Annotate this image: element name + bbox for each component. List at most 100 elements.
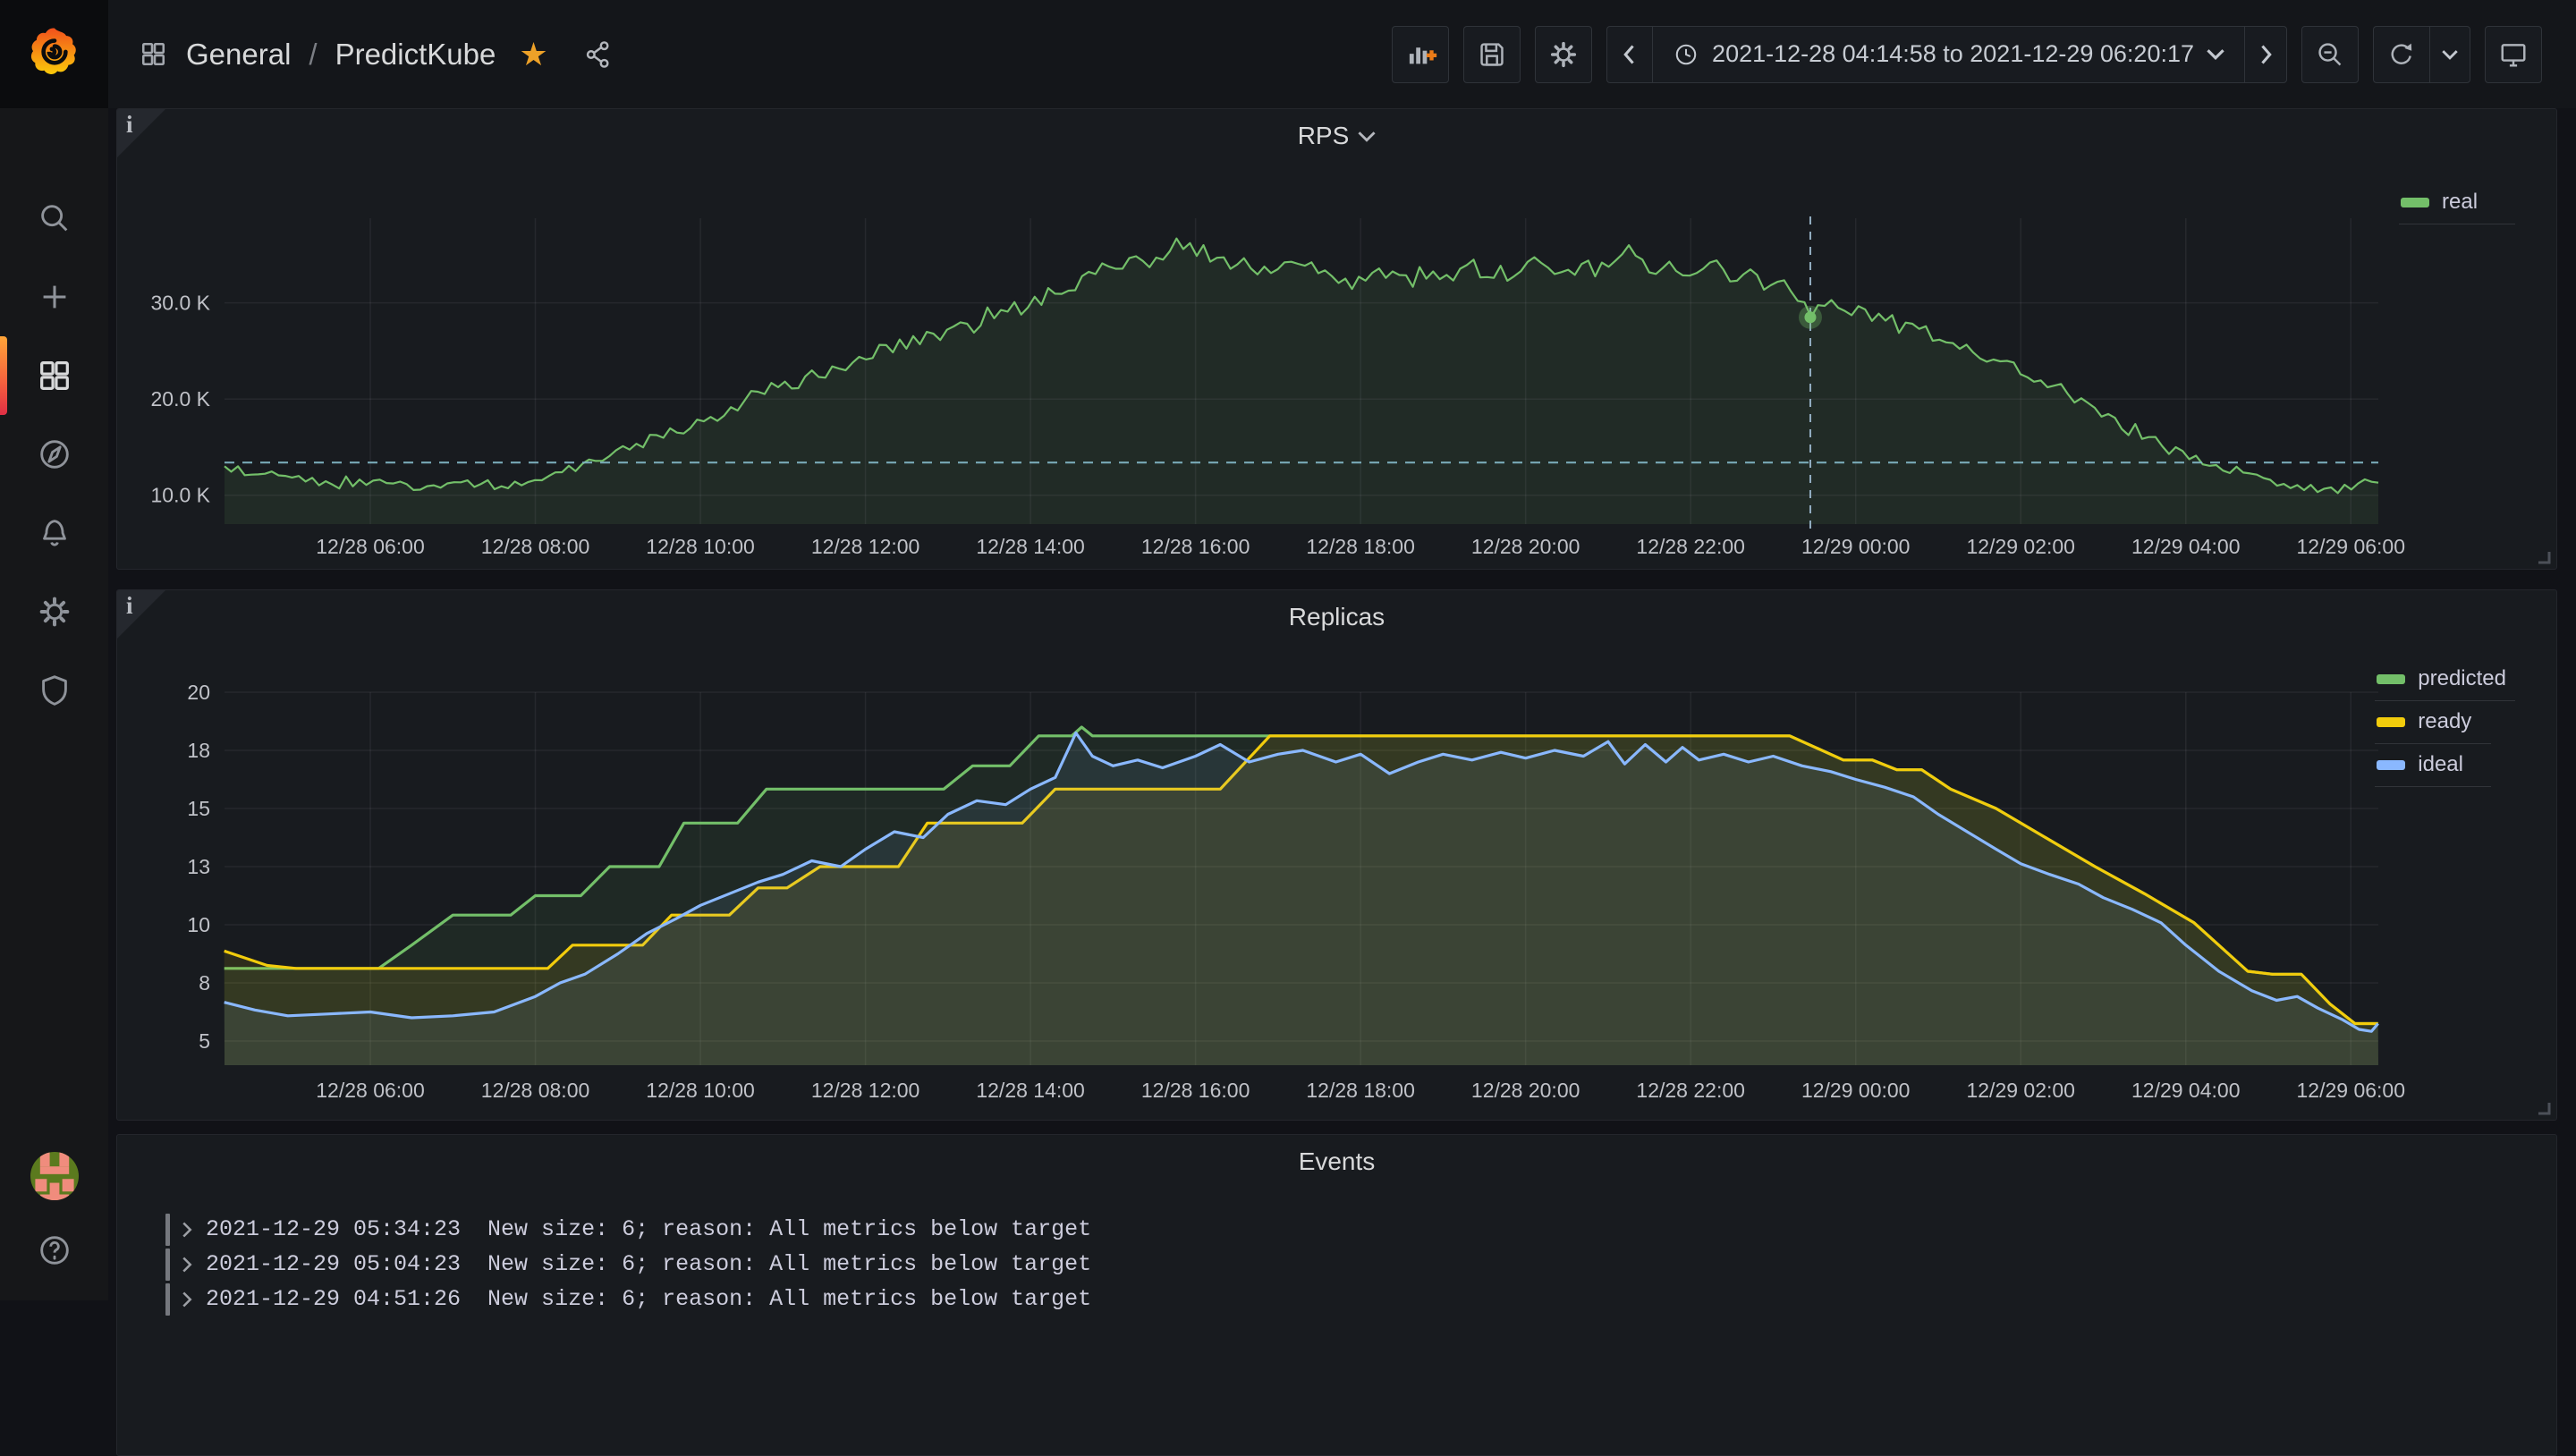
- sidebar-item-search[interactable]: [0, 199, 108, 238]
- legend-item-ideal[interactable]: ideal: [2375, 750, 2491, 787]
- legend-swatch: [2401, 198, 2429, 207]
- event-text: 2021-12-29 05:34:23 New size: 6; reason:…: [206, 1216, 1091, 1242]
- sidebar-item-create[interactable]: [0, 277, 108, 317]
- breadcrumb-separator: /: [309, 38, 317, 72]
- x-tick-label: 12/28 08:00: [481, 535, 590, 558]
- event-row[interactable]: 2021-12-29 04:51:26 New size: 6; reason:…: [165, 1282, 2529, 1316]
- y-tick-label: 10: [187, 913, 210, 936]
- panel-title-text: Events: [1299, 1147, 1376, 1176]
- legend-item-ready[interactable]: ready: [2375, 707, 2491, 744]
- expand-chevron-icon[interactable]: [181, 1221, 193, 1239]
- crosshair-point: [1804, 311, 1816, 323]
- save-icon: [1476, 38, 1508, 71]
- x-tick-label: 12/28 06:00: [316, 1079, 425, 1102]
- y-tick-label: 18: [187, 739, 210, 762]
- rps-legend: real: [2399, 188, 2515, 231]
- x-tick-label: 12/29 02:00: [1966, 1079, 2075, 1102]
- grafana-logo[interactable]: [0, 0, 108, 108]
- x-tick-label: 12/28 22:00: [1636, 535, 1745, 558]
- breadcrumb-section[interactable]: General: [186, 38, 291, 72]
- event-row-bar: [165, 1214, 170, 1246]
- sidebar-bottom: [0, 1152, 108, 1300]
- event-row[interactable]: 2021-12-29 05:34:23 New size: 6; reason:…: [165, 1212, 2529, 1247]
- dashboard-grid-icon: [139, 39, 168, 69]
- x-tick-label: 12/29 00:00: [1801, 1079, 1911, 1102]
- dashboard-toolbar: 2021-12-28 04:14:58 to 2021-12-29 06:20:…: [1392, 26, 2542, 83]
- legend-item-predicted[interactable]: predicted: [2375, 665, 2515, 701]
- refresh-icon: [2386, 39, 2417, 70]
- dashboards-grid-icon: [36, 357, 73, 394]
- legend-item-real[interactable]: real: [2399, 188, 2515, 224]
- zoom-out-button[interactable]: [2301, 26, 2359, 83]
- add-panel-button[interactable]: [1392, 26, 1449, 83]
- panel-title-rps[interactable]: RPS: [117, 122, 2556, 150]
- refresh-interval-button[interactable]: [2429, 26, 2470, 83]
- resize-handle-icon[interactable]: [2531, 545, 2551, 564]
- dashboard-settings-button[interactable]: [1535, 26, 1592, 83]
- avatar-identicon: [30, 1152, 79, 1200]
- cycle-view-mode-button[interactable]: [2485, 26, 2542, 83]
- resize-handle-icon[interactable]: [2531, 1096, 2551, 1115]
- question-circle-icon: [36, 1232, 73, 1269]
- x-tick-label: 12/28 08:00: [481, 1079, 590, 1102]
- event-row[interactable]: 2021-12-29 05:04:23 New size: 6; reason:…: [165, 1247, 2529, 1282]
- replicas-chart[interactable]: 12/28 06:0012/28 08:0012/28 10:0012/28 1…: [117, 590, 2556, 1120]
- sidebar-item-configuration[interactable]: [0, 592, 108, 631]
- chevron-down-icon: [2207, 48, 2224, 60]
- event-text: 2021-12-29 05:04:23 New size: 6; reason:…: [206, 1251, 1091, 1277]
- x-tick-label: 12/28 18:00: [1306, 1079, 1415, 1102]
- event-row-bar: [165, 1249, 170, 1281]
- save-dashboard-button[interactable]: [1463, 26, 1521, 83]
- refresh-group: [2373, 26, 2470, 83]
- y-tick-label: 8: [199, 971, 210, 995]
- expand-chevron-icon[interactable]: [181, 1256, 193, 1274]
- legend-label: ready: [2418, 709, 2471, 734]
- panel-title-events[interactable]: Events: [117, 1147, 2556, 1176]
- breadcrumb: General / PredictKube ★: [139, 38, 614, 72]
- x-tick-label: 12/28 12:00: [811, 1079, 920, 1102]
- y-tick-label: 30.0 K: [151, 292, 211, 315]
- time-range-picker-button[interactable]: 2021-12-28 04:14:58 to 2021-12-29 06:20:…: [1652, 26, 2245, 83]
- x-tick-label: 12/29 04:00: [2131, 535, 2241, 558]
- x-tick-label: 12/28 18:00: [1306, 535, 1415, 558]
- clock-icon: [1673, 41, 1699, 68]
- time-range-back-button[interactable]: [1606, 26, 1653, 83]
- x-tick-label: 12/28 06:00: [316, 535, 425, 558]
- x-tick-label: 12/28 14:00: [976, 535, 1085, 558]
- x-tick-label: 12/29 06:00: [2297, 535, 2406, 558]
- share-icon[interactable]: [582, 38, 614, 71]
- panel-events: Events 2021-12-29 05:34:23 New size: 6; …: [116, 1134, 2557, 1456]
- chevron-down-icon: [2442, 49, 2458, 60]
- sidebar-item-dashboards[interactable]: [0, 356, 108, 395]
- user-avatar[interactable]: [30, 1152, 79, 1200]
- monitor-icon: [2497, 38, 2529, 71]
- sidebar-item-alerting[interactable]: [0, 513, 108, 553]
- legend-swatch: [2377, 760, 2405, 770]
- x-tick-label: 12/28 10:00: [646, 535, 755, 558]
- panel-title-text: RPS: [1298, 122, 1350, 150]
- legend-swatch: [2377, 674, 2405, 684]
- events-log: 2021-12-29 05:34:23 New size: 6; reason:…: [165, 1212, 2529, 1316]
- expand-chevron-icon[interactable]: [181, 1291, 193, 1308]
- y-tick-label: 20.0 K: [151, 387, 211, 411]
- sidebar-item-help[interactable]: [0, 1231, 108, 1270]
- legend-label: real: [2442, 190, 2478, 215]
- x-tick-label: 12/28 16:00: [1141, 535, 1250, 558]
- y-tick-label: 13: [187, 855, 210, 878]
- time-range-group: 2021-12-28 04:14:58 to 2021-12-29 06:20:…: [1606, 26, 2287, 83]
- x-tick-label: 12/28 20:00: [1471, 1079, 1580, 1102]
- favorite-star-icon[interactable]: ★: [519, 38, 547, 71]
- panel-title-replicas[interactable]: Replicas: [117, 603, 2556, 631]
- time-range-forward-button[interactable]: [2244, 26, 2287, 83]
- legend-label: ideal: [2418, 752, 2463, 777]
- event-row-bar: [165, 1283, 170, 1316]
- sidebar-item-server-admin[interactable]: [0, 671, 108, 710]
- panel-title-text: Replicas: [1289, 603, 1385, 631]
- rps-chart[interactable]: 12/28 06:00 12/28 08:00 12/28 10:00 12/28 1…: [117, 109, 2556, 569]
- y-tick-label: 5: [199, 1029, 210, 1053]
- breadcrumb-page[interactable]: PredictKube: [335, 38, 496, 72]
- refresh-button[interactable]: [2373, 26, 2430, 83]
- replicas-legend: predicted ready ideal: [2375, 665, 2515, 793]
- sidebar-item-explore[interactable]: [0, 435, 108, 474]
- x-tick-label: 12/29 06:00: [2297, 1079, 2406, 1102]
